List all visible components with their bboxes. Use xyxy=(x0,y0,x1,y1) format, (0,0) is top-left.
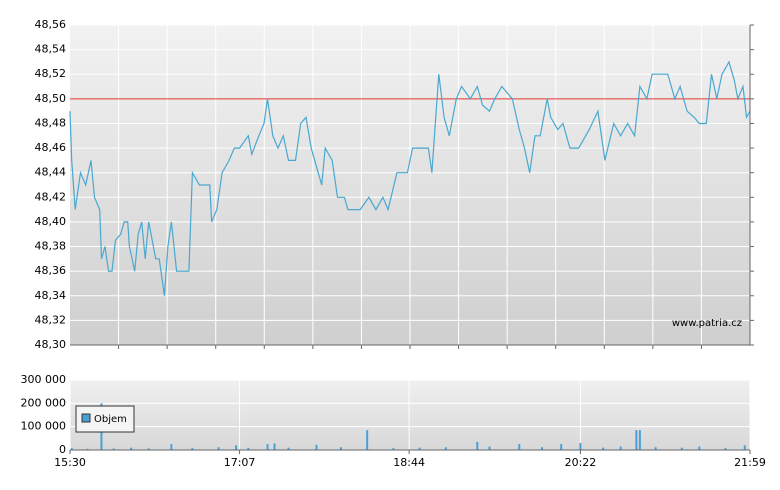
volume-bar xyxy=(488,446,491,450)
x-tick-label: 21:59 xyxy=(734,456,766,469)
volume-bar xyxy=(130,447,133,450)
volume-bar xyxy=(247,447,250,450)
volume-bar xyxy=(540,447,543,450)
volume-plot-area xyxy=(70,380,750,450)
y-tick-label: 48,38 xyxy=(35,240,67,253)
volume-bar xyxy=(170,444,173,450)
volume-bar xyxy=(191,448,194,450)
x-tick-label: 15:30 xyxy=(54,456,86,469)
volume-bar xyxy=(235,445,238,450)
volume-bar xyxy=(147,448,150,450)
volume-bar xyxy=(315,444,318,450)
y-tick-label: 48,48 xyxy=(35,116,67,129)
volume-bar xyxy=(635,430,638,450)
volume-bar xyxy=(698,446,701,450)
volume-bar xyxy=(518,444,521,450)
volume-bar xyxy=(654,447,657,450)
y-tick-label: 200 000 xyxy=(21,396,67,409)
volume-bar xyxy=(112,448,115,450)
y-tick-label: 48,52 xyxy=(35,67,67,80)
legend-label: Objem xyxy=(94,414,127,425)
x-tick-label: 20:22 xyxy=(565,456,597,469)
volume-bar xyxy=(619,446,622,450)
volume-bar xyxy=(680,447,683,450)
chart-layer: 48,30 48,32 48,34 48,36 48,38 48,40 48,42 48,44… xyxy=(21,18,766,469)
y-tick-label: 48,50 xyxy=(35,92,67,105)
y-tick-label: 48,42 xyxy=(35,190,67,203)
volume-bar xyxy=(560,444,563,450)
price-line xyxy=(69,60,751,296)
y-tick-label: 48,32 xyxy=(35,313,67,326)
volume-bar xyxy=(724,448,727,450)
y-tick-label: 48,30 xyxy=(35,338,67,351)
y-tick-label: 100 000 xyxy=(21,420,67,433)
y-tick-label: 48,36 xyxy=(35,264,67,277)
volume-bar xyxy=(339,447,342,450)
volume-bar xyxy=(287,447,290,450)
volume-bar xyxy=(86,448,89,450)
volume-bar xyxy=(743,445,746,450)
y-tick-label: 48,46 xyxy=(35,141,67,154)
volume-bar xyxy=(418,447,421,450)
volume-bar xyxy=(273,443,276,450)
volume-bar xyxy=(392,448,395,450)
volume-bar xyxy=(602,447,605,450)
y-tick-label: 48,56 xyxy=(35,18,67,31)
legend-swatch xyxy=(81,413,91,423)
y-tick-label: 48,34 xyxy=(35,289,67,302)
volume-bar xyxy=(444,447,447,450)
volume-bar xyxy=(579,443,582,450)
x-tick-label: 18:44 xyxy=(393,456,425,469)
volume-bar xyxy=(638,430,641,450)
y-tick-label: 0 xyxy=(59,443,66,456)
x-tick-label: 17:07 xyxy=(224,456,256,469)
y-tick-label: 48,40 xyxy=(35,215,67,228)
volume-bar xyxy=(217,447,220,450)
volume-bar xyxy=(266,444,269,450)
y-tick-label: 300 000 xyxy=(21,373,67,386)
volume-bar xyxy=(70,448,73,450)
volume-bar xyxy=(366,430,369,450)
y-tick-label: 48,44 xyxy=(35,166,67,179)
y-tick-label: 48,54 xyxy=(35,43,67,56)
watermark: www.patria.cz xyxy=(672,318,742,329)
volume-bar xyxy=(476,441,479,450)
